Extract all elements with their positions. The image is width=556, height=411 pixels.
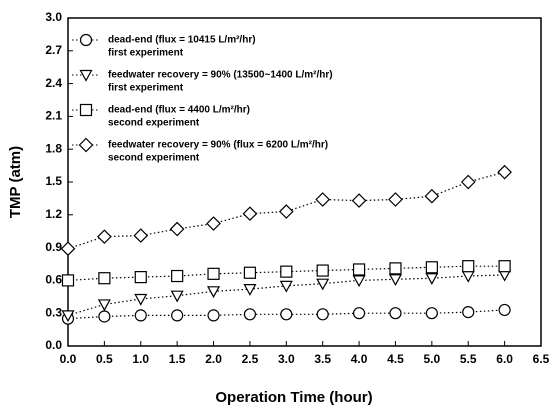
data-point — [280, 265, 293, 278]
data-point — [351, 193, 367, 208]
data-point — [207, 309, 220, 322]
data-point — [60, 241, 76, 257]
legend-marker — [78, 137, 94, 153]
data-point — [206, 216, 221, 231]
data-point — [425, 273, 439, 285]
legend-label: feedwater recovery = 90% (flux = 6200 L/… — [108, 140, 328, 151]
x-tick-label: 5.0 — [424, 352, 441, 366]
y-axis-label: TMP (atm) — [7, 146, 24, 218]
data-point — [388, 274, 402, 287]
y-tick-label: 2.4 — [45, 76, 62, 90]
x-axis-label: Operation Time (hour) — [215, 389, 372, 406]
legend-note: second experiment — [108, 118, 200, 129]
x-tick-label: 4.5 — [387, 352, 404, 366]
data-point — [498, 303, 511, 317]
data-point — [169, 221, 185, 237]
x-tick-label: 3.5 — [314, 352, 331, 366]
y-tick-label: 0.6 — [45, 273, 62, 287]
data-point — [497, 164, 512, 180]
data-point — [315, 192, 331, 207]
data-point — [280, 308, 293, 321]
x-tick-label: 0.5 — [96, 352, 113, 366]
data-point — [98, 310, 111, 323]
data-point — [316, 308, 329, 321]
legend-label: dead-end (flux = 10415 L/m²/hr) — [108, 35, 256, 46]
data-point — [170, 290, 184, 303]
y-tick-label: 2.1 — [45, 109, 62, 123]
data-point — [460, 174, 476, 190]
data-point — [278, 204, 294, 219]
data-point — [134, 271, 147, 284]
data-point — [98, 272, 111, 285]
legend-marker — [79, 33, 93, 47]
data-point — [243, 266, 257, 279]
data-point — [243, 284, 257, 296]
data-point — [316, 264, 329, 277]
y-tick-label: 1.5 — [45, 174, 62, 188]
data-point — [133, 228, 149, 243]
data-point — [388, 192, 403, 207]
data-point — [352, 307, 366, 320]
legend-note: second experiment — [108, 153, 200, 164]
data-point — [61, 310, 75, 323]
data-point — [242, 206, 258, 222]
data-point — [389, 262, 402, 275]
data-point — [171, 309, 184, 322]
data-point — [425, 261, 438, 274]
x-tick-label: 4.0 — [351, 352, 368, 366]
x-tick-label: 3.0 — [278, 352, 295, 366]
x-tick-label: 2.5 — [242, 352, 259, 366]
x-tick-label: 1.5 — [169, 352, 186, 366]
data-point — [134, 293, 148, 306]
data-point — [207, 286, 221, 299]
y-tick-label: 1.8 — [45, 141, 62, 155]
legend-marker — [79, 69, 93, 82]
data-point — [97, 229, 112, 245]
data-point — [462, 306, 475, 319]
y-tick-label: 0.9 — [45, 240, 62, 254]
data-point — [171, 269, 184, 283]
data-point — [279, 280, 293, 293]
data-point — [498, 260, 511, 273]
x-tick-label: 6.0 — [496, 352, 513, 366]
data-point — [425, 307, 438, 320]
data-point — [97, 299, 111, 312]
y-tick-label: 2.7 — [45, 43, 62, 57]
data-point — [462, 260, 475, 273]
x-tick-label: 1.0 — [132, 352, 149, 366]
legend-note: first experiment — [108, 83, 184, 94]
y-tick-label: 0.3 — [45, 305, 62, 319]
data-point — [207, 267, 220, 280]
data-point — [243, 308, 257, 321]
legend-marker — [79, 103, 93, 117]
x-tick-label: 2.0 — [205, 352, 222, 366]
y-tick-label: 3.0 — [45, 10, 62, 24]
data-point — [134, 309, 147, 322]
data-point — [352, 263, 366, 276]
legend-note: first experiment — [108, 48, 184, 59]
x-tick-label: 6.5 — [533, 352, 550, 366]
legend-label: feedwater recovery = 90% (13500~1400 L/m… — [108, 70, 333, 81]
y-tick-label: 0.0 — [45, 338, 62, 352]
data-point — [424, 188, 440, 204]
legend-label: dead-end (flux = 4400 L/m²/hr) — [108, 105, 250, 116]
data-point — [316, 278, 330, 291]
x-tick-label: 0.0 — [60, 352, 77, 366]
data-point — [389, 307, 402, 320]
data-point — [461, 270, 475, 283]
y-tick-label: 1.2 — [45, 207, 62, 221]
data-point — [352, 275, 366, 288]
x-tick-label: 5.5 — [460, 352, 477, 366]
data-point — [61, 274, 75, 287]
